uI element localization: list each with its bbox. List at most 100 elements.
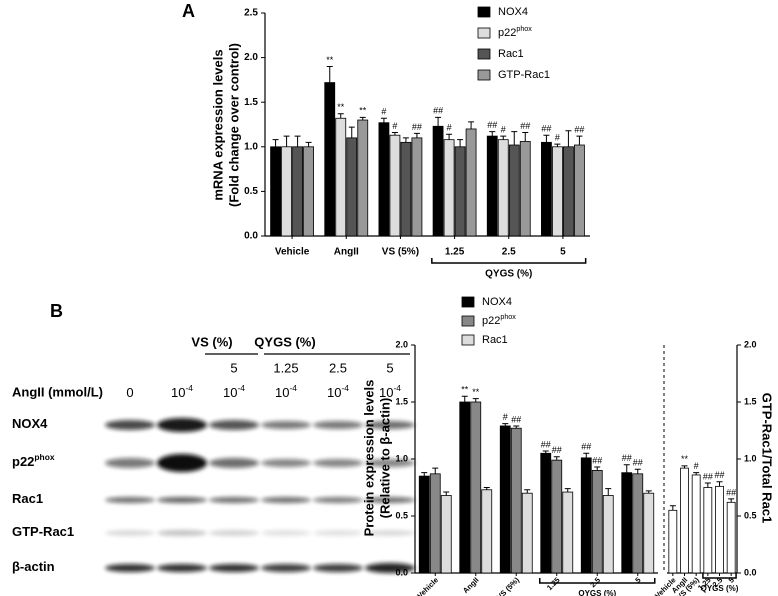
y-tick-label: 1.0 bbox=[244, 141, 258, 152]
blot-band bbox=[209, 530, 259, 536]
significance-label: ** bbox=[326, 55, 334, 65]
error-bar bbox=[489, 131, 496, 137]
dose-label: 10-4 bbox=[171, 383, 193, 400]
blot-band bbox=[261, 530, 311, 536]
error-bar bbox=[565, 130, 572, 147]
error-bar bbox=[543, 134, 550, 143]
row-label: Rac1 bbox=[12, 491, 43, 506]
legend-swatch bbox=[477, 6, 491, 18]
error-bar bbox=[693, 472, 700, 475]
x-tick-label: 1.25 bbox=[445, 247, 465, 258]
bar bbox=[270, 146, 281, 237]
dose-label-superscript: -4 bbox=[341, 383, 349, 393]
blot-band bbox=[365, 563, 415, 573]
group-label: QYGS (%) bbox=[701, 584, 739, 593]
error-bar bbox=[716, 481, 723, 487]
bar bbox=[508, 144, 520, 237]
row-label: β-actin bbox=[12, 559, 55, 574]
row-label-part: NOX4 bbox=[12, 416, 48, 431]
x-tick-label: 5 bbox=[560, 247, 566, 258]
legend-label-part: GTP-Rac1 bbox=[498, 69, 550, 81]
error-bar bbox=[432, 467, 439, 474]
x-tick-label: 1.25 bbox=[545, 575, 562, 592]
y-tick-label: 1.0 bbox=[395, 453, 408, 463]
dose-title: AngII (mmol/L) bbox=[12, 384, 103, 399]
bar bbox=[551, 459, 563, 574]
legend-swatch bbox=[461, 334, 475, 346]
bar bbox=[389, 134, 401, 237]
error-bar bbox=[283, 135, 290, 147]
blot-band bbox=[261, 564, 311, 572]
y-tick-label: 2.0 bbox=[244, 52, 258, 63]
legend-swatch bbox=[461, 296, 475, 308]
error-bar bbox=[511, 131, 518, 146]
error-bar bbox=[513, 425, 520, 429]
error-bar bbox=[583, 452, 590, 458]
row-label: NOX4 bbox=[12, 416, 48, 431]
bar bbox=[602, 495, 614, 574]
dose-label-part: 10 bbox=[327, 385, 341, 400]
y-tick-label: 0.0 bbox=[395, 567, 408, 577]
bar bbox=[440, 495, 452, 574]
bar bbox=[563, 146, 574, 237]
row-label-superscript: phox bbox=[34, 452, 54, 462]
error-bar bbox=[472, 398, 479, 402]
significance-label: ## bbox=[574, 124, 584, 134]
significance-label: # bbox=[694, 461, 699, 471]
error-bar bbox=[554, 143, 561, 147]
error-bar bbox=[272, 139, 279, 147]
group-label: QYGS (%) bbox=[485, 269, 532, 280]
panel-label: A bbox=[182, 1, 195, 21]
blot-band bbox=[157, 530, 207, 536]
blot-band bbox=[105, 530, 155, 536]
blot-band bbox=[313, 497, 363, 503]
dose-label-superscript: -4 bbox=[185, 383, 193, 393]
row-label: p22phox bbox=[12, 452, 55, 469]
bar bbox=[378, 122, 390, 237]
bar bbox=[521, 492, 533, 574]
blot-band bbox=[105, 497, 155, 503]
blot-band bbox=[157, 497, 207, 503]
bar bbox=[703, 487, 713, 574]
y-tick-label: 0.0 bbox=[244, 231, 258, 242]
error-bar bbox=[704, 482, 711, 488]
x-tick-label: 2.5 bbox=[502, 247, 516, 258]
bar bbox=[691, 474, 701, 574]
bar bbox=[632, 473, 644, 574]
y-axis-label: (Fold change over control) bbox=[226, 43, 241, 207]
legend-label: Rac1 bbox=[482, 334, 508, 346]
error-bar bbox=[337, 113, 344, 119]
bar bbox=[621, 472, 633, 574]
x-tick-label: Vehicle bbox=[415, 575, 440, 596]
y-tick-label: 0.5 bbox=[744, 510, 757, 520]
x-tick-label: Vehicle bbox=[275, 247, 310, 258]
blot-band bbox=[261, 421, 311, 429]
dose-label-part: 10 bbox=[379, 385, 393, 400]
bar bbox=[454, 146, 466, 237]
significance-label: # bbox=[501, 124, 506, 134]
significance-label: ** bbox=[337, 102, 345, 112]
blot-band bbox=[365, 497, 415, 503]
legend-label: GTP-Rac1 bbox=[498, 69, 550, 81]
bar bbox=[541, 141, 552, 237]
blot-band bbox=[365, 530, 415, 536]
significance-label: # bbox=[555, 132, 560, 142]
bar bbox=[443, 139, 455, 237]
blot-band bbox=[157, 454, 207, 472]
bar bbox=[324, 82, 336, 237]
dose-label-part: 10 bbox=[223, 385, 237, 400]
error-bar bbox=[502, 423, 509, 426]
error-bar bbox=[461, 395, 468, 402]
significance-label: ## bbox=[541, 439, 551, 449]
bar bbox=[680, 467, 689, 574]
dose-label: 0 bbox=[126, 385, 133, 400]
error-bar bbox=[468, 121, 475, 129]
legend-label-superscript: phox bbox=[516, 25, 532, 33]
error-bar bbox=[524, 489, 531, 494]
blot-band bbox=[365, 421, 415, 429]
y-tick-label: 1.5 bbox=[244, 97, 258, 108]
dose-label-part: 0 bbox=[126, 385, 133, 400]
bar bbox=[470, 401, 482, 574]
blot-band bbox=[157, 564, 207, 572]
blot-band bbox=[313, 421, 363, 429]
